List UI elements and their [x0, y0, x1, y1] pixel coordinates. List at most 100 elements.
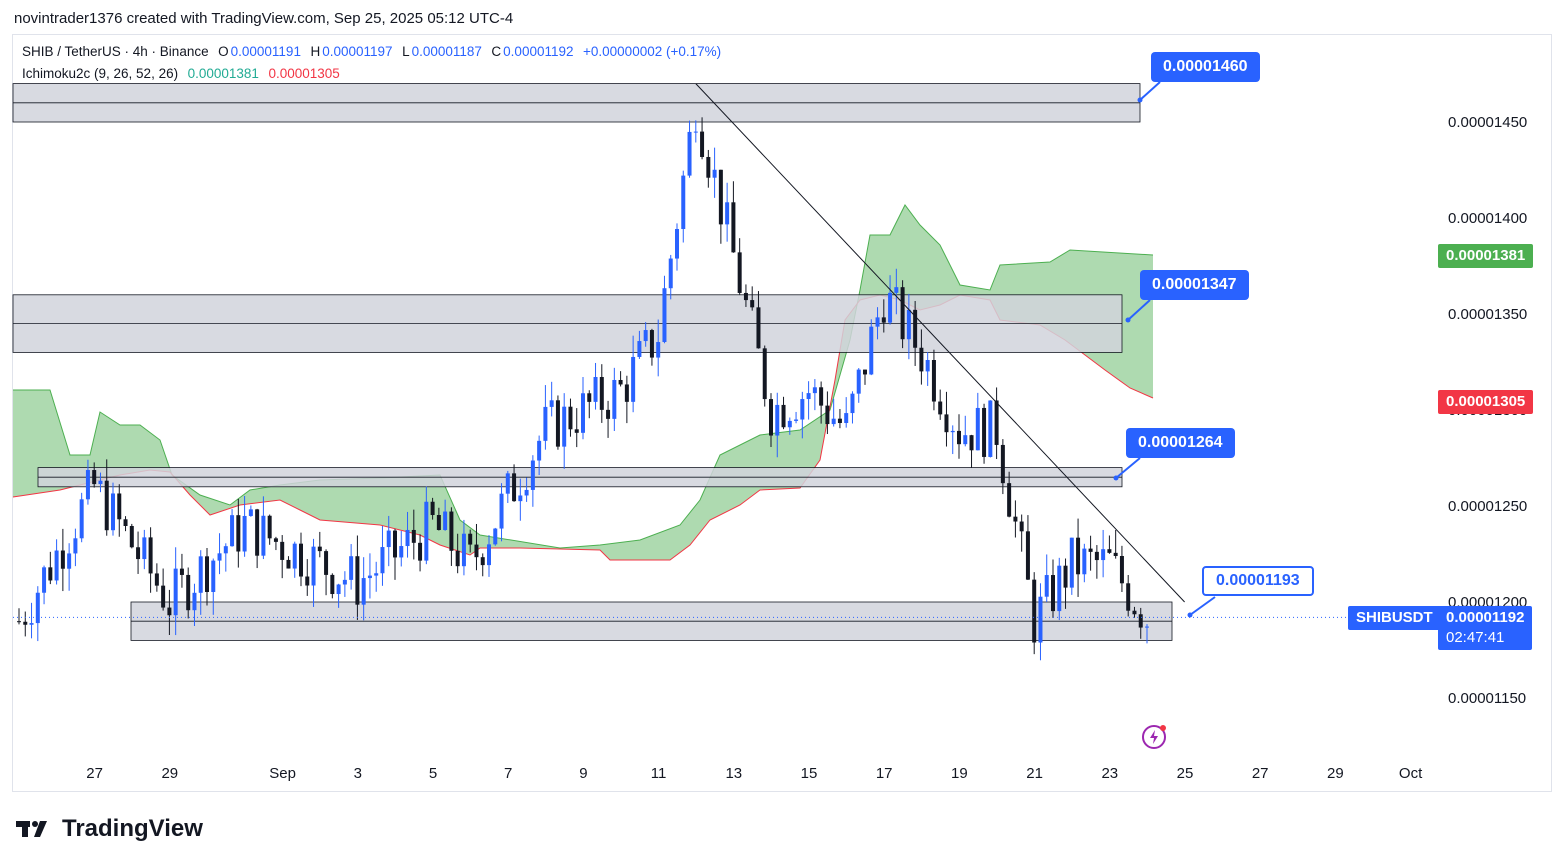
time-tick-label: 29	[161, 765, 178, 782]
candle-body	[92, 470, 97, 485]
trendline[interactable]	[695, 83, 1185, 603]
candle-body	[975, 407, 980, 451]
last-price-badge: 0.00001192 02:47:41	[1438, 606, 1533, 650]
callout-mid[interactable]: 0.00001264	[1126, 428, 1235, 458]
indicator-span-a: 0.00001381	[187, 66, 259, 81]
candle-body	[98, 480, 103, 485]
candle-body	[612, 379, 617, 419]
candle-body	[418, 542, 423, 561]
price-tick-label: 0.00001350	[1448, 306, 1527, 323]
candle-body	[42, 567, 47, 593]
candle-body	[562, 406, 567, 447]
candle-body	[242, 515, 247, 552]
legend-symbol[interactable]: SHIB / TetherUS · 4h · Binance	[22, 44, 209, 59]
candle-body	[618, 379, 623, 385]
candle-body	[549, 400, 554, 407]
candle-body	[17, 621, 21, 623]
candle-body	[1051, 575, 1055, 612]
candle-body	[217, 553, 222, 561]
price-tick-label: 0.00001150	[1448, 690, 1526, 707]
candle-body	[925, 360, 930, 372]
candle-body	[23, 621, 28, 625]
candle-body	[982, 407, 987, 457]
candle-body	[819, 387, 824, 406]
candle-body	[737, 252, 742, 293]
candle-body	[518, 495, 523, 502]
callout-anchor	[1113, 475, 1119, 481]
cloud-area	[13, 205, 1153, 560]
candle-body	[1119, 556, 1124, 584]
candle-body	[361, 578, 366, 605]
candle-body	[205, 556, 209, 592]
callout-top[interactable]: 0.00001460	[1151, 52, 1260, 82]
candle-body	[712, 169, 717, 178]
candle-body	[324, 551, 329, 575]
indicator-name[interactable]: Ichimoku2c (9, 26, 52, 26)	[22, 66, 179, 81]
candle-body	[236, 515, 241, 552]
candle-body	[919, 347, 924, 372]
span-b-price-badge: 0.00001305	[1438, 390, 1534, 414]
legend-low: 0.00001187	[411, 44, 482, 59]
candle-body	[455, 550, 460, 567]
candle-body	[743, 292, 748, 301]
candle-body	[399, 546, 404, 558]
candle-body	[537, 440, 542, 461]
candle-body	[1063, 565, 1068, 588]
time-tick-label: 3	[354, 765, 362, 782]
candle-body	[938, 401, 943, 415]
legend-change: +0.00000002 (+0.17%)	[583, 44, 722, 59]
candle-body	[731, 202, 736, 253]
legend-c-label: C	[491, 44, 502, 59]
candle-body	[756, 307, 761, 349]
time-tick-label: Sep	[269, 765, 296, 782]
candle-body	[305, 576, 310, 586]
time-tick-label: 27	[86, 765, 103, 782]
flash-icon[interactable]	[1141, 724, 1167, 750]
candle-body	[1126, 583, 1131, 611]
candle-body	[1101, 549, 1106, 561]
time-tick-label: 27	[1252, 765, 1269, 782]
candle-body	[142, 537, 147, 560]
candle-body	[54, 550, 59, 581]
candle-body	[267, 515, 272, 539]
span-a-price-badge: 0.00001381	[1438, 244, 1534, 268]
candle-body	[624, 384, 629, 402]
candle-body	[1000, 444, 1005, 484]
candle-body	[1082, 548, 1087, 575]
time-tick-label: 19	[951, 765, 968, 782]
time-tick-label: 29	[1327, 765, 1344, 782]
candle-body	[894, 287, 899, 293]
candle-body	[393, 530, 397, 558]
candle-body	[599, 377, 604, 410]
candle-body	[524, 489, 529, 496]
candle-body	[856, 369, 861, 394]
callout-connector	[1189, 596, 1216, 616]
candle-body	[850, 393, 855, 414]
candle-body	[161, 585, 166, 608]
candle-body	[117, 493, 122, 520]
callout-upper-mid[interactable]: 0.00001347	[1140, 270, 1249, 300]
candle-body	[888, 292, 893, 323]
candle-body	[29, 623, 34, 625]
chart-frame	[12, 34, 1552, 792]
candle-body	[167, 607, 172, 616]
span-a-line	[13, 204, 1154, 549]
candle-body	[223, 546, 228, 554]
candle-body	[1069, 537, 1074, 588]
candle-body	[280, 541, 285, 560]
callout-low[interactable]: 0.00001193	[1202, 566, 1314, 596]
legend-l-label: L	[402, 44, 410, 59]
candle-body	[336, 584, 341, 595]
callout-connector	[1115, 457, 1141, 479]
candle-body	[1032, 579, 1037, 643]
bar-countdown: 02:47:41	[1446, 629, 1505, 646]
candle-body	[85, 470, 90, 500]
candle-body	[530, 460, 535, 490]
time-tick-label: 9	[579, 765, 587, 782]
chart-header: novintrader1376 created with TradingView…	[14, 10, 514, 27]
candle-body	[79, 499, 84, 539]
tradingview-logo[interactable]: TradingView	[16, 815, 203, 843]
candle-body	[687, 131, 692, 176]
candle-body	[750, 300, 755, 308]
